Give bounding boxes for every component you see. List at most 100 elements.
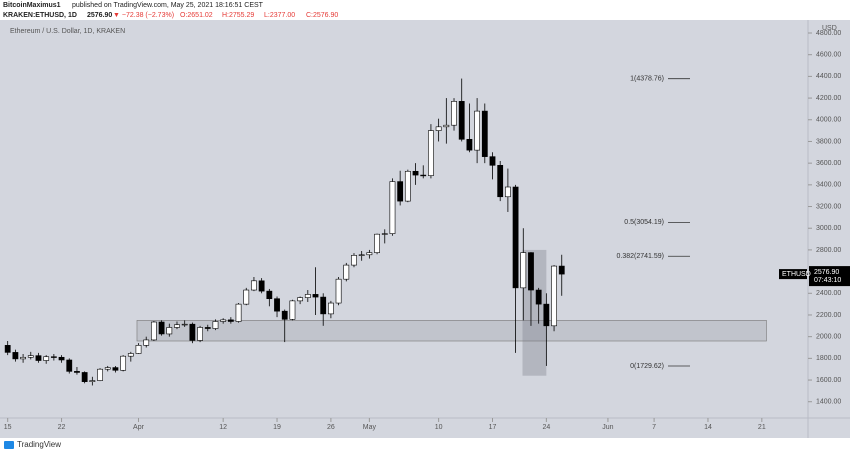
x-tick-label: 17 [489, 424, 497, 431]
candle-body [74, 371, 80, 373]
x-tick-label: 10 [435, 424, 443, 431]
candle-body [251, 280, 257, 291]
candle-body [451, 101, 457, 126]
candle-body [274, 298, 280, 312]
candle-body [181, 323, 188, 326]
candle-body [43, 356, 50, 361]
brand-logo [4, 441, 14, 449]
symbol: KRAKEN:ETHUSD, 1D [3, 12, 77, 19]
candle-body [151, 321, 157, 341]
candle-body [543, 303, 550, 327]
candle-body [27, 355, 34, 358]
last-price-box [809, 266, 850, 287]
fib-label: 1(4378.76) [630, 76, 664, 83]
candle-body [204, 327, 211, 329]
x-tick-label: 19 [273, 424, 281, 431]
candle-body [551, 265, 557, 327]
candle-body [535, 289, 542, 305]
y-tick-label: 2000.00 [816, 334, 841, 341]
candle-body [258, 280, 265, 292]
candle-body [104, 367, 111, 370]
x-tick-label: Jun [602, 424, 613, 431]
y-tick-label: 3000.00 [816, 225, 841, 232]
candle-body [420, 174, 427, 177]
x-tick-label: 22 [58, 424, 66, 431]
y-tick-label: 1400.00 [816, 399, 841, 406]
candle-body [458, 101, 465, 140]
ohlc-value: C:2576.90 [306, 12, 338, 19]
candle-body [58, 356, 65, 361]
y-tick-label: 4000.00 [816, 117, 841, 124]
candle-body [227, 319, 234, 322]
fib-label: 0.5(3054.19) [624, 219, 664, 226]
candle-body [281, 310, 288, 320]
candle-body [266, 290, 273, 300]
candle-body [166, 327, 173, 335]
y-tick-label: 2400.00 [816, 290, 841, 297]
y-tick-label: 2200.00 [816, 312, 841, 319]
y-tick-label: 3600.00 [816, 160, 841, 167]
candle-body [466, 138, 473, 151]
chart-title: Ethereum / U.S. Dollar, 1D, KRAKEN [10, 28, 125, 35]
candle-body [489, 156, 496, 166]
candle-body [4, 345, 11, 353]
candle-body [158, 321, 165, 335]
x-tick-label: 12 [219, 424, 227, 431]
x-tick-label: 14 [704, 424, 712, 431]
candle-body [112, 367, 119, 371]
candle-body [381, 233, 388, 235]
candle-body [327, 302, 334, 315]
candle-body [89, 380, 96, 382]
y-tick-label: 1600.00 [816, 377, 841, 384]
x-tick-label: Apr [133, 424, 145, 431]
candle-body [289, 300, 296, 320]
candle-body [304, 294, 311, 298]
y-tick-label: 3400.00 [816, 182, 841, 189]
x-tick-label: May [363, 424, 377, 431]
x-tick-label: 21 [758, 424, 766, 431]
candle-body [343, 264, 350, 280]
currency: USD [822, 25, 837, 32]
ohlc-value: O:2651.02 [180, 12, 213, 19]
symbol-box [779, 269, 807, 280]
candle-body [143, 339, 150, 346]
candle-body [220, 319, 227, 322]
ohlc-value: L:2377.00 [264, 12, 295, 19]
fib-label: 0(1729.62) [630, 363, 664, 370]
fib-label: 0.382(2741.59) [617, 253, 664, 260]
candle-body [351, 255, 357, 266]
y-tick-label: 3200.00 [816, 203, 841, 210]
x-tick-label: 7 [652, 424, 656, 431]
symbol-label: ETHUSD [782, 271, 811, 278]
candle-body [189, 323, 196, 341]
candle-body [243, 289, 250, 305]
candle-body [235, 303, 242, 322]
candle-body [528, 252, 534, 291]
x-tick-label: 15 [4, 424, 12, 431]
candle-body [404, 170, 411, 202]
candle-body [12, 352, 19, 360]
candle-body [174, 324, 180, 328]
candle-body [197, 327, 203, 341]
plot-bg [0, 20, 850, 438]
x-tick-label: 24 [542, 424, 550, 431]
candle-body [297, 297, 304, 302]
candle-body [97, 368, 103, 381]
change: ▼ −72.38 (−2.73%) [113, 12, 174, 19]
y-tick-label: 4400.00 [816, 73, 841, 80]
y-tick-label: 1800.00 [816, 355, 841, 362]
candle-body [366, 252, 373, 256]
candle-body [335, 278, 342, 304]
last-price-label: 2576.90 [814, 269, 839, 276]
candle-body [397, 181, 404, 202]
y-tick-label: 4600.00 [816, 52, 841, 59]
candle-body [374, 233, 380, 253]
candle-body [512, 186, 519, 289]
candle-body [20, 356, 26, 360]
countdown: 07:43:10 [814, 277, 841, 284]
candle-body [520, 252, 527, 289]
candle-body [428, 130, 434, 176]
candle-body [120, 355, 127, 371]
y-tick-label: 2800.00 [816, 247, 841, 254]
candle-body [497, 165, 504, 198]
